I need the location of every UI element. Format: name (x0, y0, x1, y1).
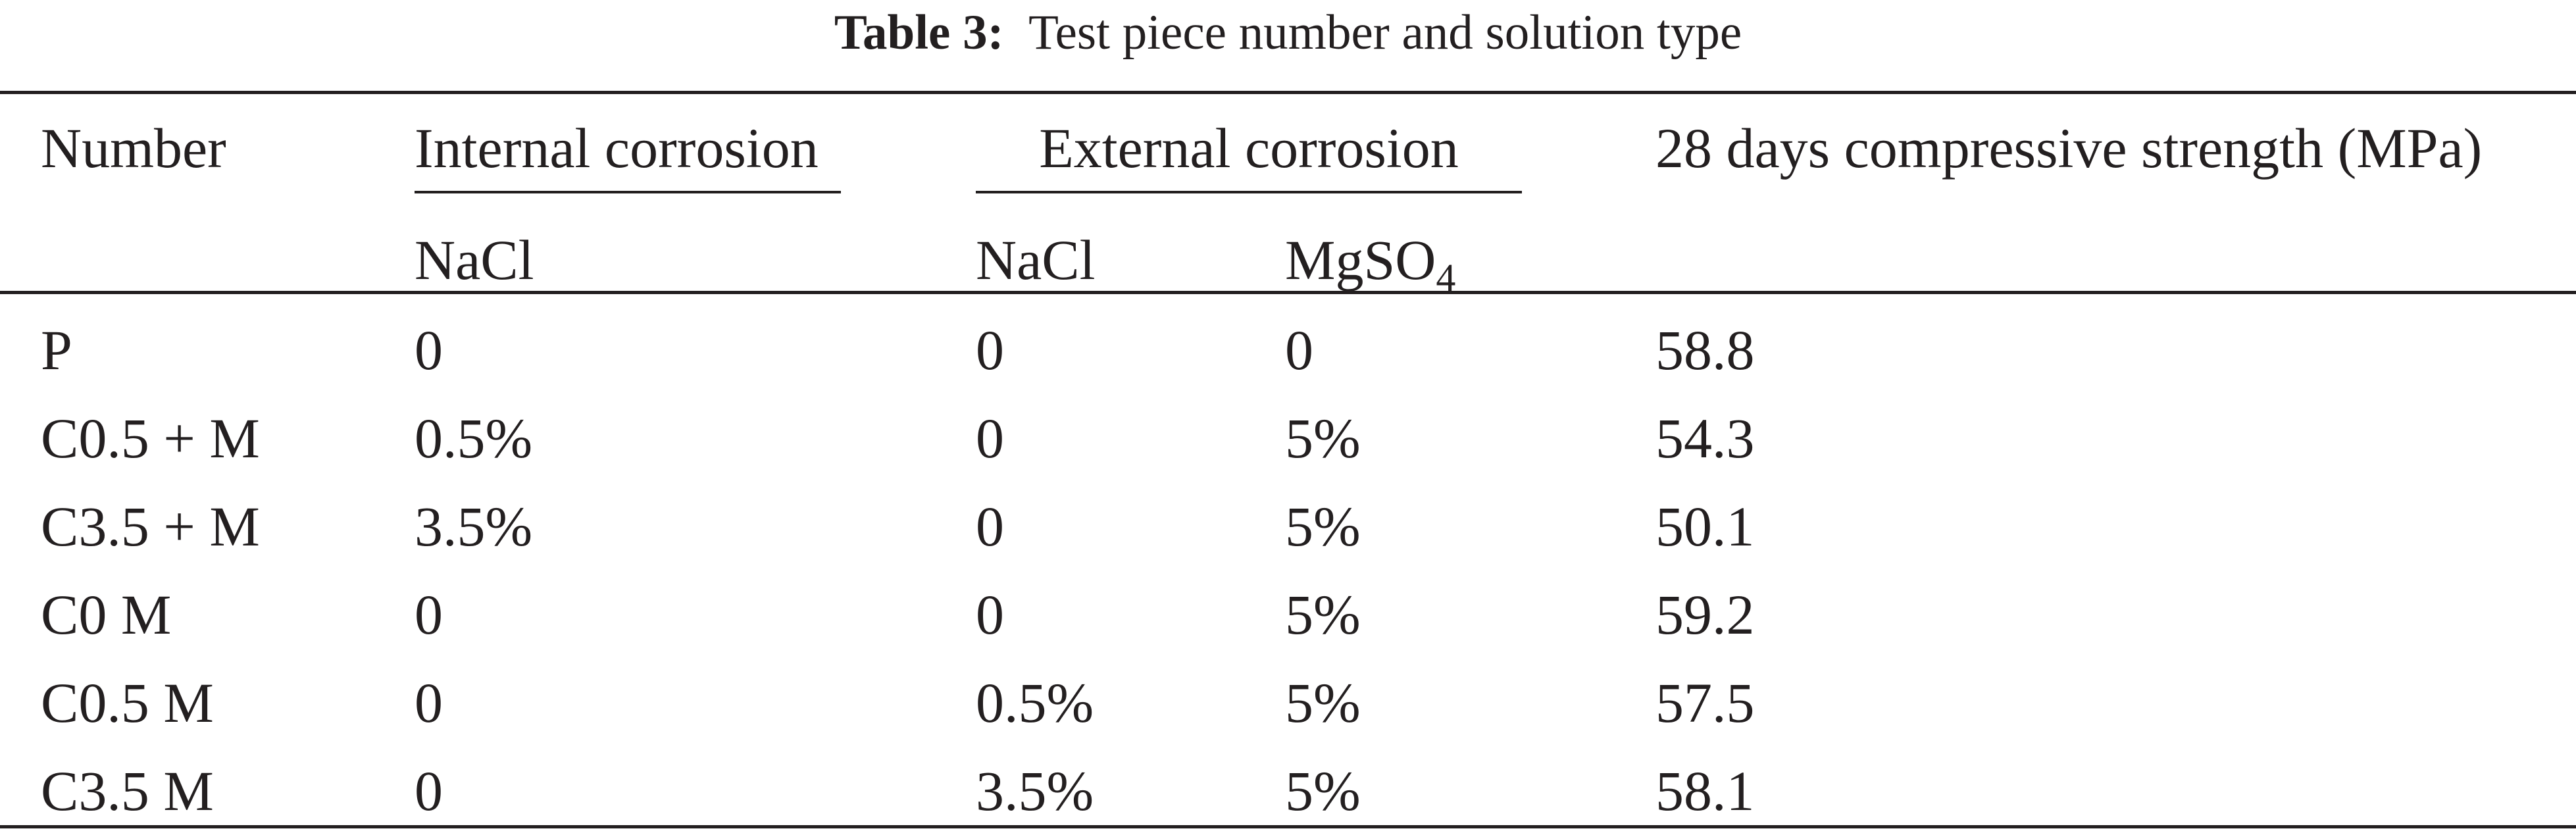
row-strength: 50.1 (1655, 495, 1755, 558)
header-external-corrosion: External corrosion (1039, 116, 1459, 180)
row-external-mgso4: 0 (1285, 318, 1313, 382)
row-external-nacl: 0 (976, 318, 1004, 382)
subheader-external-nacl: NaCl (976, 228, 1096, 291)
table-caption-text: Test piece number and solution type (1028, 5, 1742, 60)
row-strength: 58.8 (1655, 318, 1755, 382)
header-number: Number (41, 116, 226, 180)
row-external-mgso4: 5% (1285, 759, 1361, 822)
header-rule (0, 291, 2576, 294)
row-external-mgso4: 5% (1285, 583, 1361, 646)
row-external-nacl: 0 (976, 407, 1004, 470)
table-caption-label: Table 3: (834, 5, 1004, 60)
row-number: C0.5 + M (41, 407, 260, 470)
row-external-nacl: 0 (976, 583, 1004, 646)
row-external-mgso4: 5% (1285, 671, 1361, 734)
row-external-mgso4: 5% (1285, 407, 1361, 470)
row-number: C3.5 M (41, 759, 214, 822)
row-internal-nacl: 3.5% (415, 495, 533, 558)
subheader-internal-nacl: NaCl (415, 228, 534, 291)
row-number: C0.5 M (41, 671, 214, 734)
row-strength: 57.5 (1655, 671, 1755, 734)
row-number: C3.5 + M (41, 495, 260, 558)
row-external-nacl: 3.5% (976, 759, 1094, 822)
row-internal-nacl: 0 (415, 759, 443, 822)
row-external-mgso4: 5% (1285, 495, 1361, 558)
row-internal-nacl: 0 (415, 318, 443, 382)
row-strength: 54.3 (1655, 407, 1755, 470)
row-external-nacl: 0 (976, 495, 1004, 558)
header-internal-corrosion: Internal corrosion (415, 116, 819, 180)
external-corrosion-rule (976, 191, 1522, 193)
row-internal-nacl: 0.5% (415, 407, 533, 470)
row-external-nacl: 0.5% (976, 671, 1094, 734)
internal-corrosion-rule (415, 191, 841, 193)
top-rule (0, 91, 2576, 94)
table-caption: Table 3: Test piece number and solution … (0, 0, 2576, 72)
mgso4-base: MgSO (1285, 228, 1436, 291)
row-strength: 58.1 (1655, 759, 1755, 822)
row-internal-nacl: 0 (415, 671, 443, 734)
row-number: P (41, 318, 72, 382)
bottom-rule (0, 825, 2576, 828)
row-strength: 59.2 (1655, 583, 1755, 646)
row-number: C0 M (41, 583, 172, 646)
header-strength: 28 days compressive strength (MPa) (1655, 116, 2483, 180)
subheader-external-mgso4: MgSO4 (1285, 227, 1455, 299)
row-internal-nacl: 0 (415, 583, 443, 646)
